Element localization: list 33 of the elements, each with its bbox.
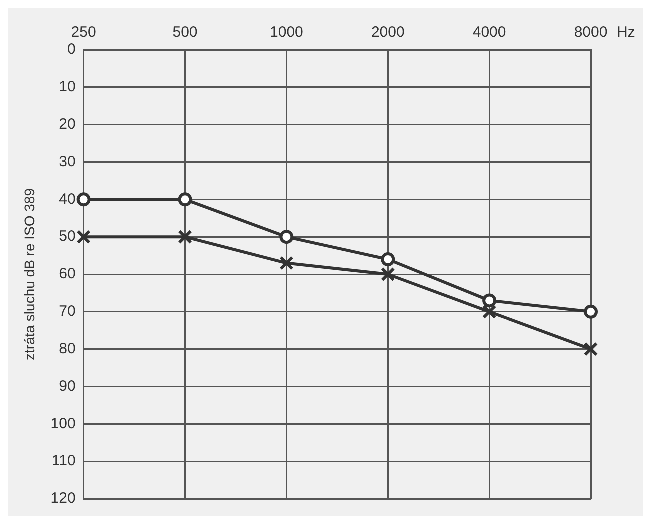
point [482, 294, 497, 308]
y-tick-label: 0 [67, 41, 76, 58]
y-tick-label: 80 [59, 340, 76, 358]
point [280, 230, 294, 244]
point [584, 342, 598, 356]
point [381, 252, 396, 267]
x-tick-label: 4000 [472, 24, 506, 42]
x-tick-label: 500 [172, 24, 198, 42]
y-tick-label: 60 [59, 266, 76, 283]
y-tick-label: 20 [59, 116, 76, 133]
y-tick-label: 40 [59, 190, 76, 208]
y-tick-label: 110 [52, 452, 76, 470]
y-tick-label: 100 [50, 415, 76, 432]
x-tick-label: 1000 [270, 24, 304, 42]
y-tick-label: 120 [50, 490, 76, 508]
x-tick-label: 8000 [574, 24, 608, 42]
point [178, 230, 192, 244]
x-tick-label: 250 [71, 24, 96, 42]
point [482, 304, 497, 320]
y-tick-label: 90 [59, 378, 76, 395]
y-tick-label: 30 [59, 153, 76, 170]
y-tick-label: 70 [59, 303, 76, 320]
x-axis-title: Hz [617, 24, 636, 42]
x-tick-label: 2000 [371, 24, 405, 42]
point [76, 230, 91, 244]
y-tick-label: 50 [59, 228, 76, 246]
point [76, 192, 91, 207]
y-tick-label: 10 [59, 78, 76, 96]
point [178, 192, 192, 207]
point [584, 304, 598, 319]
y-axis-title: ztráta sluchu dB re ISO 389 [21, 188, 38, 360]
point [280, 256, 294, 270]
point [380, 267, 396, 282]
